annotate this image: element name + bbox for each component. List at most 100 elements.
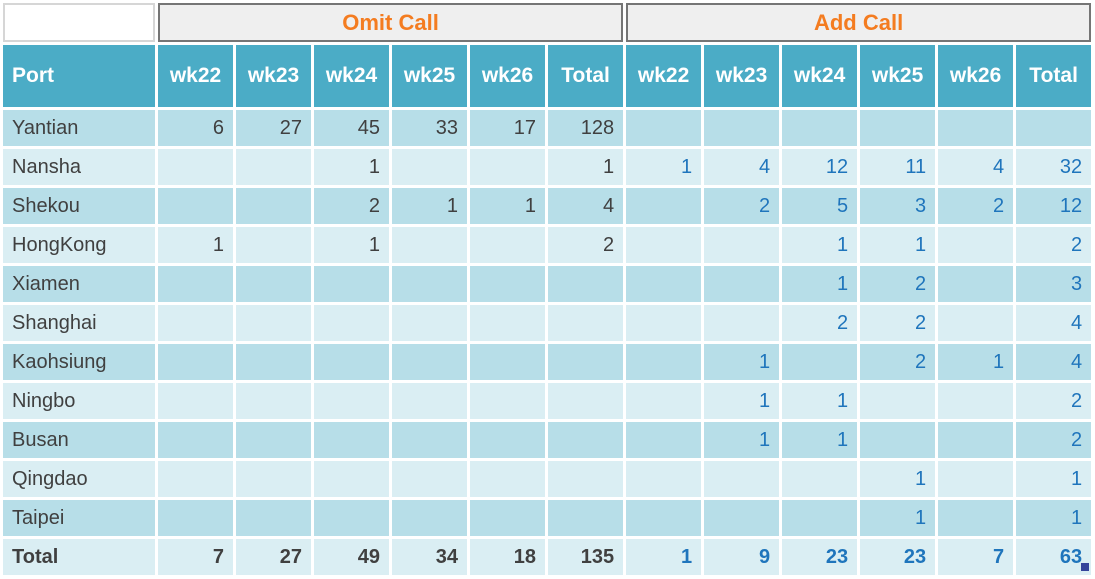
omit-value-cell[interactable] [236,383,311,419]
add-value-cell[interactable] [626,266,702,302]
add-value-cell[interactable]: 2 [782,305,858,341]
omit-value-cell[interactable] [392,266,467,302]
column-header-add-total[interactable]: Total [1016,45,1092,107]
omit-value-cell[interactable] [236,188,311,224]
omit-value-cell[interactable] [158,188,233,224]
add-value-cell[interactable]: 2 [1016,422,1092,458]
add-value-cell[interactable] [704,266,780,302]
omit-value-cell[interactable]: 4 [548,188,624,224]
column-header-omit-wk23[interactable]: wk23 [236,45,311,107]
omit-value-cell[interactable] [470,266,545,302]
add-value-cell[interactable]: 1 [938,344,1014,380]
add-value-cell[interactable] [782,344,858,380]
corner-cell[interactable] [3,3,155,42]
add-value-cell[interactable]: 1 [782,422,858,458]
omit-value-cell[interactable] [548,266,624,302]
add-value-cell[interactable]: 32 [1016,149,1092,185]
omit-value-cell[interactable] [236,266,311,302]
column-header-omit-wk24[interactable]: wk24 [314,45,389,107]
omit-value-cell[interactable] [470,461,545,497]
add-value-cell[interactable]: 1 [626,149,702,185]
add-value-cell[interactable] [626,344,702,380]
add-value-cell[interactable] [860,110,936,146]
add-value-cell[interactable] [938,383,1014,419]
omit-value-cell[interactable]: 2 [314,188,389,224]
omit-value-cell[interactable]: 27 [236,539,311,575]
add-value-cell[interactable]: 4 [938,149,1014,185]
omit-value-cell[interactable] [314,422,389,458]
port-cell[interactable]: HongKong [3,227,155,263]
add-value-cell[interactable]: 4 [704,149,780,185]
add-value-cell[interactable]: 2 [1016,227,1092,263]
add-value-cell[interactable] [860,383,936,419]
add-value-cell[interactable]: 2 [1016,383,1092,419]
add-value-cell[interactable]: 5 [782,188,858,224]
omit-value-cell[interactable] [548,305,624,341]
add-value-cell[interactable]: 7 [938,539,1014,575]
omit-value-cell[interactable]: 1 [314,227,389,263]
add-value-cell[interactable]: 2 [704,188,780,224]
add-value-cell[interactable]: 12 [1016,188,1092,224]
add-value-cell[interactable]: 2 [860,305,936,341]
omit-value-cell[interactable] [158,149,233,185]
add-value-cell[interactable]: 1 [782,266,858,302]
omit-value-cell[interactable]: 34 [392,539,467,575]
add-value-cell[interactable] [626,383,702,419]
omit-value-cell[interactable] [392,305,467,341]
omit-value-cell[interactable] [314,344,389,380]
add-value-cell[interactable]: 1 [860,461,936,497]
omit-value-cell[interactable] [158,500,233,536]
add-value-cell[interactable] [626,461,702,497]
omit-value-cell[interactable] [158,305,233,341]
group-header-add-call[interactable]: Add Call [626,3,1092,42]
omit-value-cell[interactable] [236,461,311,497]
omit-value-cell[interactable] [158,344,233,380]
add-value-cell[interactable] [626,188,702,224]
omit-value-cell[interactable]: 128 [548,110,624,146]
add-value-cell[interactable] [938,110,1014,146]
port-cell[interactable]: Shanghai [3,305,155,341]
omit-value-cell[interactable]: 1 [548,149,624,185]
add-value-cell[interactable] [704,461,780,497]
omit-value-cell[interactable] [236,149,311,185]
omit-value-cell[interactable] [548,383,624,419]
add-value-cell[interactable] [938,500,1014,536]
add-value-cell[interactable] [704,305,780,341]
add-value-cell[interactable] [626,227,702,263]
omit-value-cell[interactable] [314,383,389,419]
add-value-cell[interactable] [782,500,858,536]
omit-value-cell[interactable]: 45 [314,110,389,146]
add-value-cell[interactable]: 3 [1016,266,1092,302]
add-value-cell[interactable]: 1 [704,422,780,458]
omit-value-cell[interactable] [470,500,545,536]
group-header-omit-call[interactable]: Omit Call [158,3,624,42]
omit-value-cell[interactable]: 49 [314,539,389,575]
selection-fill-handle[interactable] [1081,563,1089,571]
port-cell[interactable]: Kaohsiung [3,344,155,380]
omit-value-cell[interactable] [236,227,311,263]
omit-value-cell[interactable]: 135 [548,539,624,575]
add-value-cell[interactable]: 23 [782,539,858,575]
add-value-cell[interactable]: 4 [1016,305,1092,341]
omit-value-cell[interactable]: 2 [548,227,624,263]
add-value-cell[interactable]: 4 [1016,344,1092,380]
omit-value-cell[interactable]: 33 [392,110,467,146]
omit-value-cell[interactable] [548,422,624,458]
port-cell[interactable]: Nansha [3,149,155,185]
omit-value-cell[interactable]: 1 [314,149,389,185]
add-value-cell[interactable]: 1 [1016,500,1092,536]
add-value-cell[interactable] [1016,110,1092,146]
omit-value-cell[interactable]: 6 [158,110,233,146]
column-header-omit-wk25[interactable]: wk25 [392,45,467,107]
omit-value-cell[interactable] [314,266,389,302]
add-value-cell[interactable]: 1 [782,383,858,419]
add-value-cell[interactable] [626,305,702,341]
omit-value-cell[interactable] [548,461,624,497]
add-value-cell[interactable]: 63 [1016,539,1092,575]
add-value-cell[interactable] [782,461,858,497]
add-value-cell[interactable] [626,110,702,146]
add-value-cell[interactable]: 1 [782,227,858,263]
omit-value-cell[interactable] [314,500,389,536]
add-value-cell[interactable]: 23 [860,539,936,575]
omit-value-cell[interactable] [470,422,545,458]
